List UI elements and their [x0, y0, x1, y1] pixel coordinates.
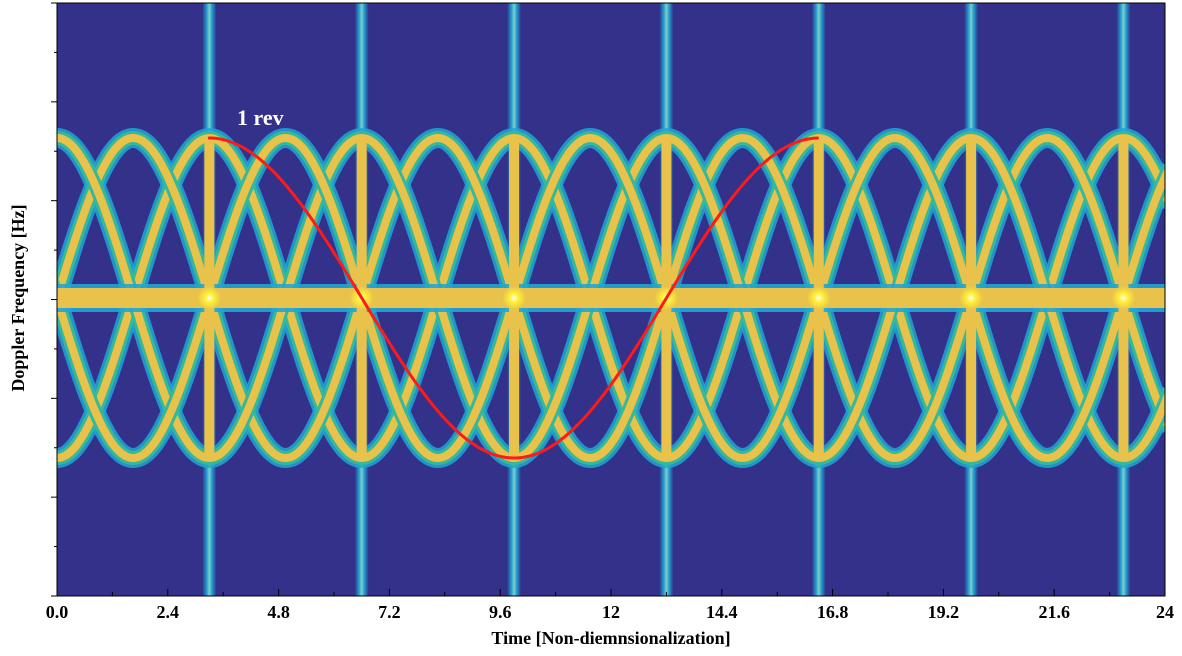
flash-peak-4 — [806, 286, 831, 310]
x-tick-label: 19.2 — [928, 602, 960, 622]
x-axis-ticks: 0.0 2.4 4.8 7.2 9.6 12 14.4 16.8 19.2 21.6 24 — [46, 589, 1174, 622]
x-tick-label: 16.8 — [817, 602, 849, 622]
flash-peak-0 — [197, 286, 222, 310]
sinusoid-core-2 — [57, 133, 1165, 463]
x-tick-label: 12 — [602, 602, 620, 622]
sinusoid-core-3 — [57, 133, 1165, 463]
spectrogram — [57, 3, 1165, 596]
zero-doppler-band — [57, 288, 1165, 308]
x-tick-label: 7.2 — [378, 602, 401, 622]
one-rev-trace — [207, 136, 819, 460]
x-axis-title: Time [Non-diemnsionalization] — [491, 628, 730, 648]
flash-peak-2 — [502, 286, 527, 310]
x-tick-label: 21.6 — [1038, 602, 1070, 622]
y-axis-ticks — [51, 2, 57, 597]
flash-peak-6 — [1111, 286, 1136, 310]
x-tick-label: 0.0 — [46, 602, 69, 622]
y-axis-title: Doppler Frequency [Hz] — [8, 204, 28, 391]
x-tick-label: 14.4 — [706, 602, 738, 622]
x-tick-label: 24 — [1156, 602, 1174, 622]
x-tick-label: 4.8 — [267, 602, 290, 622]
sinusoid-core-0 — [57, 133, 1165, 463]
highlight-layer — [207, 136, 819, 460]
x-tick-label: 2.4 — [157, 602, 180, 622]
sinusoid-core-1 — [57, 133, 1165, 463]
flash-peak-5 — [959, 286, 984, 310]
x-tick-label: 9.6 — [489, 602, 512, 622]
annotation-label: 1 rev — [237, 105, 284, 130]
